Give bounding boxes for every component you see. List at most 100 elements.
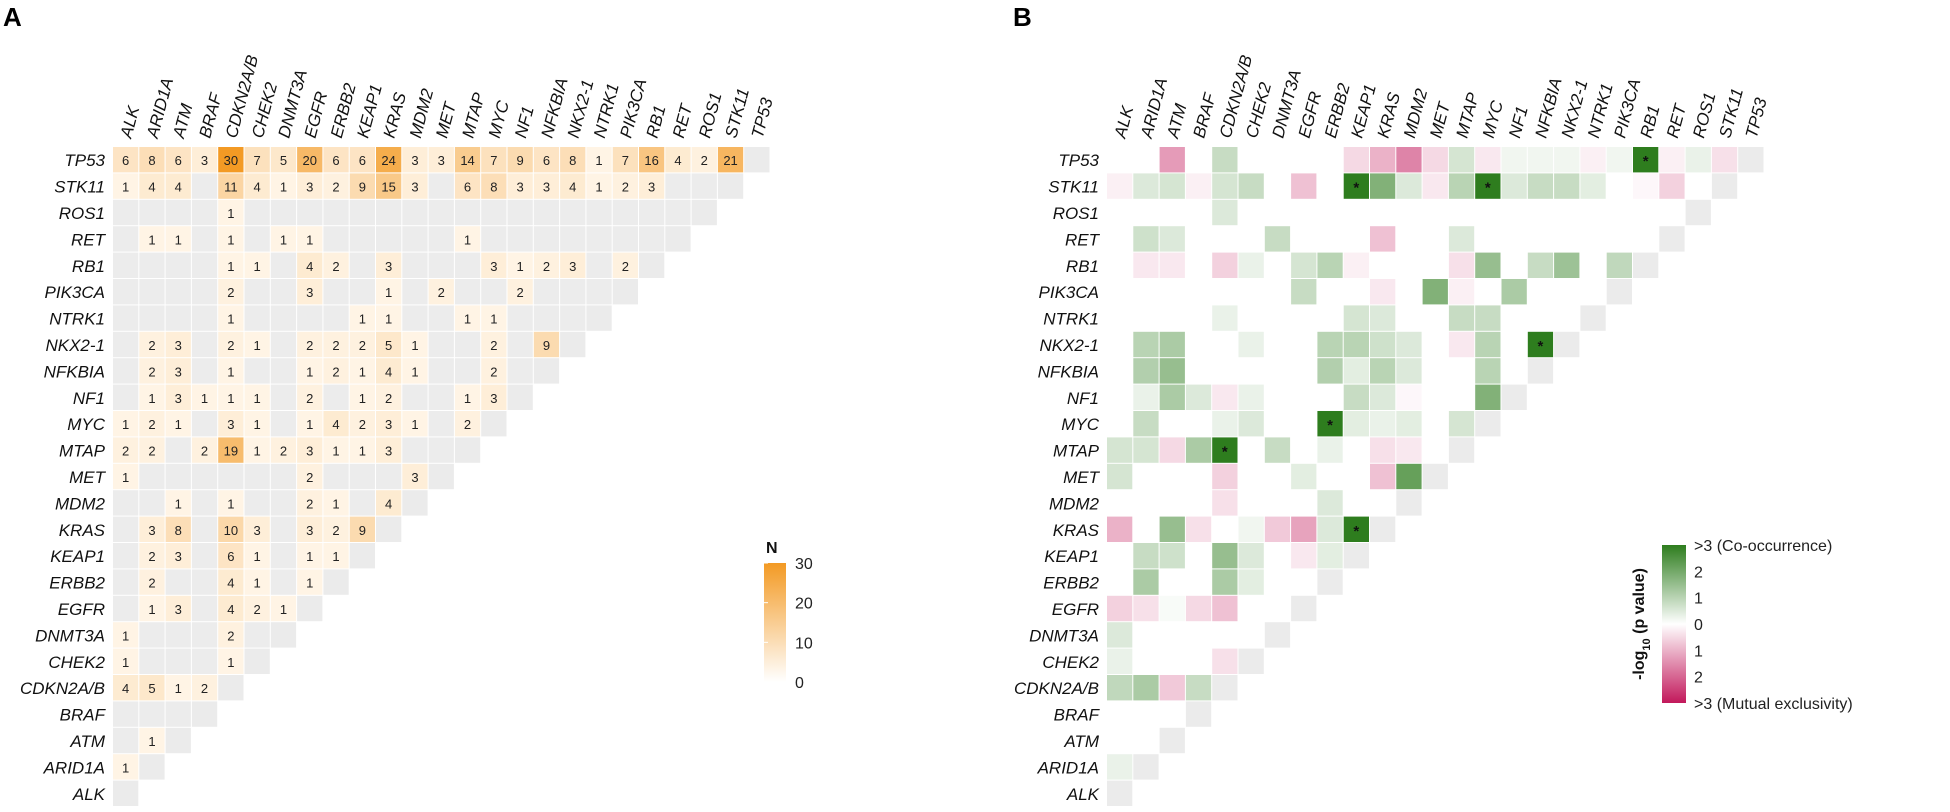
cell-b-rb1-kras — [1370, 252, 1396, 278]
cell-a-keap1-cdkn2a-b — [218, 543, 244, 569]
cell-b-ret-ntrk1 — [1580, 226, 1606, 252]
y-tick-a-stk11: STK11 — [54, 178, 105, 197]
cell-b-nfkbia-cdkn2a-b — [1212, 358, 1238, 384]
cell-b-dnmt3a-atm — [1159, 622, 1185, 648]
cell-b-rb1-met — [1422, 252, 1448, 278]
cell-a-chek2-cdkn2a-b — [218, 648, 244, 674]
cell-label-pik3ca-kras: 1 — [385, 285, 392, 300]
cell-b-rb1-braf — [1185, 252, 1212, 278]
cell-b-stk11-rb1 — [1633, 173, 1659, 199]
cell-label-nkx2-1-chek2: 1 — [254, 338, 261, 353]
x-tick-b-alk: ALK — [1110, 103, 1137, 141]
cell-b-stk11-nf1 — [1501, 173, 1527, 199]
cell-label-tp53-ros1: 2 — [701, 153, 708, 168]
cell-a-rb1-nkx2-1 — [560, 252, 586, 278]
cell-a-tp53-ret — [665, 147, 691, 173]
cell-b-ret-rb1 — [1633, 226, 1659, 252]
cell-b-ntrk1-erbb2 — [1317, 305, 1343, 331]
cell-b-tp53-stk11 — [1711, 147, 1738, 173]
cell-a-rb1-braf — [191, 252, 218, 278]
cell-b-myc-met — [1422, 411, 1448, 437]
cell-label-nf1-chek2: 1 — [254, 391, 261, 406]
cell-a-myc-dnmt3a — [270, 411, 297, 437]
cell-b-ntrk1-kras — [1370, 305, 1396, 331]
y-tick-a-ntrk1: NTRK1 — [49, 310, 105, 329]
cell-b-kras-chek2 — [1238, 516, 1264, 542]
cell-b-mdm2-atm — [1159, 490, 1185, 516]
cell-label-arid1a-alk: 1 — [122, 760, 129, 775]
cell-label-ret-cdkn2a-b: 1 — [227, 232, 234, 247]
cell-a-met-keap1 — [349, 463, 375, 490]
cell-b-met-met — [1422, 463, 1448, 490]
cell-label-nf1-mtap: 1 — [464, 391, 471, 406]
cell-b-ros1-ros1 — [1685, 199, 1711, 226]
cell-b-ros1-keap1 — [1343, 199, 1369, 226]
cell-b-tp53-rb1 — [1633, 147, 1659, 173]
y-tick-a-rb1: RB1 — [72, 257, 105, 276]
cell-label-mdm2-atm: 1 — [175, 496, 182, 511]
cell-a-egfr-braf — [191, 595, 218, 622]
cell-label-tp53-cdkn2a-b: 30 — [224, 153, 238, 168]
cell-b-ros1-met — [1422, 199, 1448, 226]
cell-label-egfr-dnmt3a: 1 — [280, 602, 287, 617]
cell-b-ros1-erbb2 — [1317, 199, 1343, 226]
cell-b-tp53-mtap — [1448, 147, 1475, 173]
cell-label-keap1-arid1a: 2 — [148, 549, 155, 564]
y-tick-a-braf: BRAF — [60, 706, 107, 725]
cell-b-atm-arid1a — [1133, 727, 1159, 754]
cell-label-cdkn2a-b-braf: 2 — [201, 681, 208, 696]
cell-a-ntrk1-arid1a — [139, 305, 165, 331]
cell-b-tp53-braf — [1185, 147, 1212, 173]
cell-a-pik3ca-alk — [113, 279, 139, 305]
cell-a-braf-braf — [191, 701, 218, 727]
cell-a-ret-dnmt3a — [270, 226, 297, 252]
cell-b-met-arid1a — [1133, 463, 1159, 490]
cell-b-nf1-cdkn2a-b — [1212, 384, 1238, 410]
cell-b-nf1-myc — [1475, 384, 1501, 410]
cell-a-erbb2-cdkn2a-b — [218, 569, 244, 595]
cell-label-nf1-egfr: 2 — [306, 391, 313, 406]
cell-label-nfkbia-cdkn2a-b: 1 — [227, 364, 234, 379]
cell-a-pik3ca-nfkbia — [533, 279, 560, 305]
cell-label-nkx2-1-mdm2: 1 — [411, 338, 418, 353]
cell-b-rb1-nkx2-1 — [1554, 252, 1580, 278]
cell-b-tp53-nf1 — [1501, 147, 1527, 173]
cell-b-pik3ca-braf — [1185, 279, 1212, 305]
cell-a-tp53-mtap — [454, 147, 481, 173]
cell-b-met-mdm2 — [1396, 463, 1422, 490]
cell-label-nkx2-1-cdkn2a-b: 2 — [227, 338, 234, 353]
cell-a-rb1-dnmt3a — [270, 252, 297, 278]
cell-b-ntrk1-mdm2 — [1396, 305, 1422, 331]
cell-label-ret-dnmt3a: 1 — [280, 232, 287, 247]
cell-a-met-atm — [165, 463, 191, 490]
cell-a-erbb2-chek2 — [244, 569, 270, 595]
cell-b-dnmt3a-dnmt3a — [1264, 622, 1291, 648]
cell-b-keap1-egfr — [1291, 543, 1317, 569]
cell-a-stk11-chek2 — [244, 173, 270, 199]
cell-label-pik3ca-egfr: 3 — [306, 285, 313, 300]
cell-b-myc-keap1 — [1343, 411, 1369, 437]
cell-label-egfr-chek2: 2 — [254, 602, 261, 617]
cell-b-nkx2-1-nfkbia — [1527, 331, 1554, 358]
cell-b-ntrk1-myc — [1475, 305, 1501, 331]
y-tick-b-ros1: ROS1 — [1053, 204, 1099, 223]
cell-a-ntrk1-dnmt3a — [270, 305, 297, 331]
cell-b-ntrk1-ntrk1 — [1580, 305, 1606, 331]
cell-a-ret-mtap — [454, 226, 481, 252]
cell-b-chek2-braf — [1185, 648, 1212, 674]
cell-a-erbb2-braf — [191, 569, 218, 595]
cell-a-nkx2-1-met — [428, 331, 454, 358]
cell-a-nf1-chek2 — [244, 384, 270, 410]
cell-a-myc-cdkn2a-b — [218, 411, 244, 437]
cell-a-ros1-mtap — [454, 199, 481, 226]
cell-b-nfkbia-mtap — [1448, 358, 1475, 384]
cell-b-pik3ca-nkx2-1 — [1554, 279, 1580, 305]
cell-label-nfkbia-myc: 2 — [490, 364, 497, 379]
cell-b-nfkbia-erbb2 — [1317, 358, 1343, 384]
y-tick-a-keap1: KEAP1 — [50, 547, 105, 566]
cell-a-ret-nf1 — [507, 226, 533, 252]
x-tick-b-egfr: EGFR — [1295, 89, 1326, 140]
cell-a-egfr-arid1a — [139, 595, 165, 622]
cell-a-nf1-alk — [113, 384, 139, 410]
